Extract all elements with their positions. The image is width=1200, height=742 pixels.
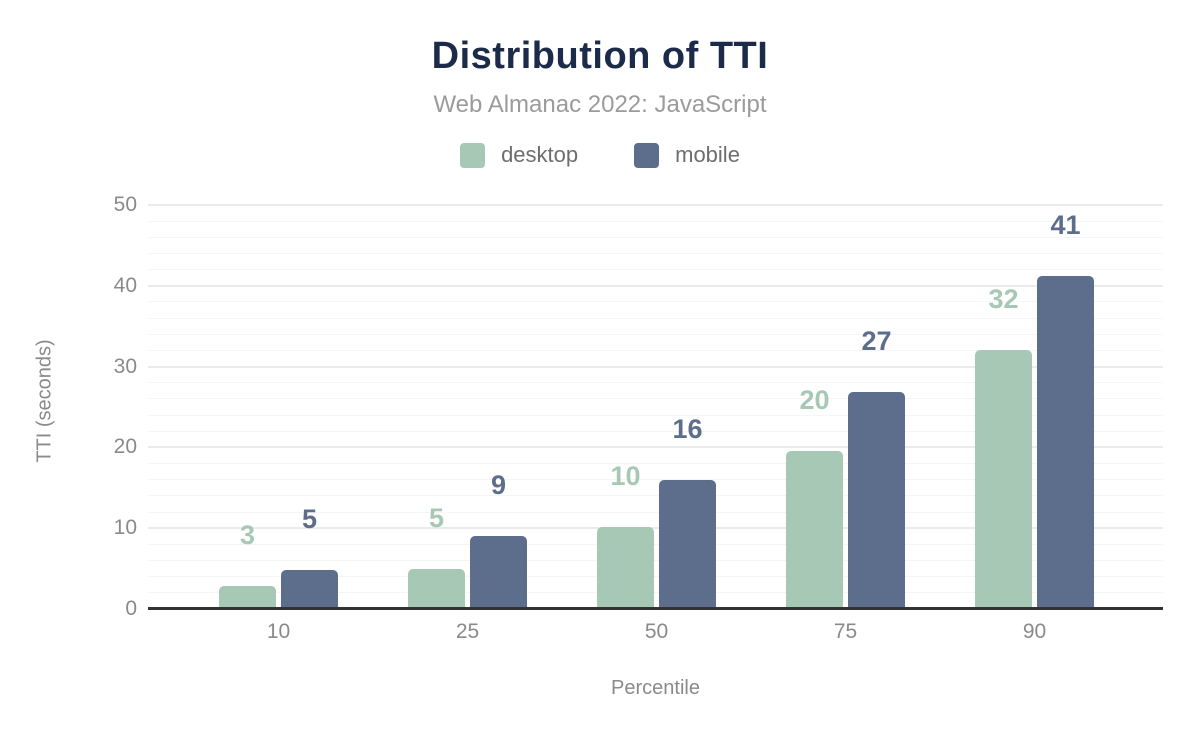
- x-axis-title: Percentile: [611, 677, 700, 699]
- desktop-swatch-icon: [460, 142, 486, 168]
- x-tick-label: 25: [455, 620, 480, 643]
- bar-value-label-desktop-p90: 32: [988, 284, 1019, 315]
- minor-gridline: [148, 511, 1163, 513]
- legend-label-desktop: desktop: [501, 142, 579, 167]
- bar-mobile-p50: [659, 479, 716, 609]
- y-tick-label: 20: [113, 435, 137, 459]
- minor-gridline: [148, 349, 1163, 351]
- y-tick-label: 10: [113, 516, 137, 540]
- bar-value-label-mobile-p75: 27: [861, 326, 892, 357]
- bar-desktop-p75: [786, 451, 843, 609]
- minor-gridline: [148, 463, 1163, 465]
- x-tick-label: 50: [644, 620, 669, 643]
- major-gridline: [148, 284, 1163, 287]
- chart-subtitle: Web Almanac 2022: JavaScript: [433, 91, 767, 118]
- minor-gridline: [148, 543, 1163, 545]
- minor-gridline: [148, 252, 1163, 254]
- minor-gridline: [148, 236, 1163, 238]
- minor-gridline: [148, 269, 1163, 271]
- legend: desktop mobile: [0, 142, 1200, 168]
- major-gridline: [148, 204, 1163, 206]
- minor-gridline: [148, 220, 1163, 222]
- bar-desktop-p25: [408, 569, 465, 609]
- minor-gridline: [148, 398, 1163, 400]
- x-tick-label: 90: [1022, 620, 1047, 643]
- bar-value-label-mobile-p50: 16: [672, 413, 703, 444]
- bar-desktop-p10: [219, 586, 276, 609]
- minor-gridline: [148, 430, 1163, 432]
- bar-value-label-desktop-p25: 5: [428, 503, 445, 534]
- minor-gridline: [148, 479, 1163, 481]
- minor-gridline: [148, 301, 1163, 303]
- minor-gridline: [148, 382, 1163, 384]
- major-gridline: [148, 446, 1163, 449]
- minor-gridline: [148, 317, 1163, 319]
- y-tick-label: 50: [113, 193, 137, 216]
- y-tick-label: 40: [113, 273, 137, 297]
- bar-value-label-mobile-p10: 5: [301, 504, 318, 535]
- bar-value-label-desktop-p75: 20: [799, 385, 830, 416]
- bar-value-label-desktop-p50: 10: [610, 460, 641, 491]
- y-tick-label: 0: [125, 597, 137, 620]
- bar-mobile-p10: [281, 570, 338, 609]
- minor-gridline: [148, 576, 1163, 578]
- x-axis-baseline: [148, 607, 1163, 610]
- chart-title: Distribution of TTI: [431, 35, 769, 77]
- bar-value-label-mobile-p90: 41: [1050, 210, 1081, 241]
- bar-desktop-p90: [975, 350, 1032, 609]
- bar-mobile-p90: [1037, 276, 1094, 609]
- bar-value-label-mobile-p25: 9: [490, 470, 507, 501]
- x-tick-label: 10: [266, 620, 291, 643]
- minor-gridline: [148, 560, 1163, 562]
- y-tick-label: 30: [113, 354, 137, 378]
- bar-mobile-p25: [470, 536, 527, 609]
- minor-gridline: [148, 592, 1163, 594]
- legend-label-mobile: mobile: [675, 142, 740, 167]
- legend-item-desktop: desktop: [460, 142, 578, 168]
- plot-area: 3 5 5 9 10 16 20 27 32 41: [148, 193, 1163, 610]
- major-gridline: [148, 527, 1163, 530]
- legend-item-mobile: mobile: [634, 142, 740, 168]
- bar-value-label-desktop-p10: 3: [239, 520, 256, 551]
- bar-desktop-p50: [597, 526, 654, 609]
- minor-gridline: [148, 414, 1163, 416]
- mobile-swatch-icon: [634, 142, 660, 168]
- minor-gridline: [148, 495, 1163, 497]
- x-tick-label: 75: [833, 620, 858, 643]
- minor-gridline: [148, 333, 1163, 335]
- bar-mobile-p75: [848, 392, 905, 609]
- major-gridline: [148, 365, 1163, 368]
